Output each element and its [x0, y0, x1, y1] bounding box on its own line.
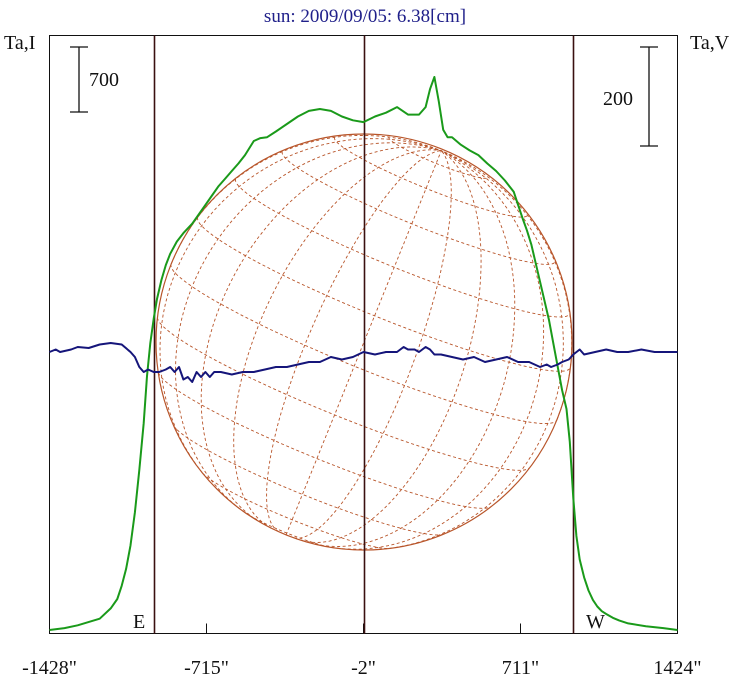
- grid-line: [285, 150, 442, 536]
- left-axis-label: Ta,I: [4, 32, 35, 54]
- solar-disk: [155, 133, 573, 551]
- grid-line: [173, 425, 443, 536]
- grid-line: [159, 138, 442, 482]
- polarization-curve: [49, 342, 678, 383]
- right-scale-value: 200: [603, 88, 633, 110]
- grid-line: [331, 150, 545, 550]
- x-tick-label: -1428": [22, 657, 77, 679]
- grid-line: [197, 217, 571, 372]
- x-tick-label: 711": [502, 657, 539, 679]
- grid-line: [233, 149, 442, 529]
- heliographic-grid: [157, 135, 573, 550]
- grid-line: [315, 150, 516, 547]
- left-scale-value: 700: [89, 69, 119, 91]
- chart-title: sun: 2009/09/05: 6.38[cm]: [264, 6, 466, 27]
- grid-line: [266, 150, 442, 532]
- vertical-markers: [153, 35, 575, 634]
- intensity-curve: [49, 76, 678, 631]
- grid-line: [175, 142, 442, 513]
- grid-line: [333, 137, 528, 218]
- grid-line: [200, 146, 442, 522]
- right-scale-bar: [640, 46, 658, 147]
- x-tick-label: 1424": [653, 657, 701, 679]
- x-tick-label: -715": [184, 657, 229, 679]
- grid-line: [157, 317, 530, 471]
- grid-line: [281, 151, 556, 265]
- grid-line: [388, 136, 489, 179]
- grid-line: [293, 150, 452, 539]
- grid-line: [202, 472, 389, 549]
- grid-line: [244, 512, 332, 548]
- east-label: E: [133, 611, 145, 633]
- grid-line: [378, 150, 564, 550]
- grid-line: [301, 150, 482, 543]
- x-tick-label: -2": [351, 657, 376, 679]
- x-ticks: -1428" -715" -2" 711" 1424": [22, 623, 702, 679]
- data-series: [49, 76, 678, 631]
- right-axis-label: Ta,V: [690, 32, 730, 54]
- grid-line: [234, 178, 571, 318]
- west-label: W: [586, 611, 605, 633]
- grid-line: [157, 372, 491, 509]
- left-scale-bar: [70, 46, 88, 113]
